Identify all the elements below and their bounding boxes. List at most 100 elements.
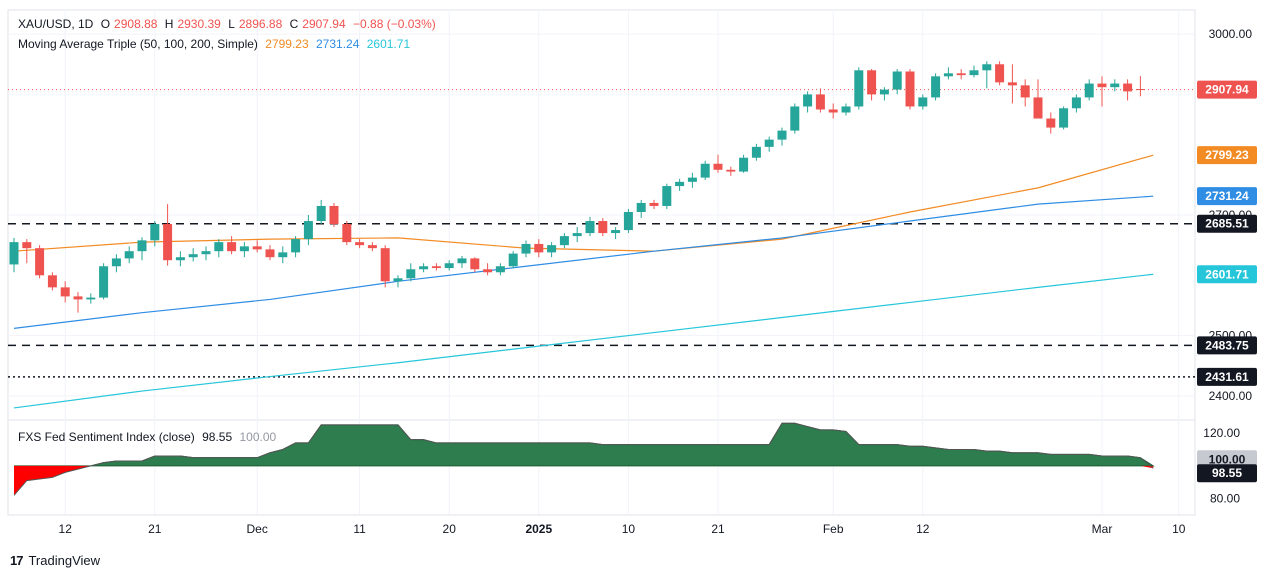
price-tag-ma50: 2799.23: [1205, 148, 1249, 162]
sentiment-area-negative: [14, 465, 1154, 496]
x-tick-label: 21: [711, 522, 725, 536]
price-tag-level1-bg: [1197, 214, 1257, 233]
indicator-tag-ref: 100.00: [1209, 452, 1246, 466]
candle-body: [35, 248, 45, 276]
candle-body: [803, 94, 813, 107]
candle-body: [854, 70, 864, 107]
indicator-tick-label: 80.00: [1210, 492, 1240, 506]
candle-body: [675, 181, 685, 187]
price-tag-last-bg: [1197, 80, 1257, 99]
sentiment-indicator: [13, 422, 1155, 496]
candle-body: [879, 89, 889, 95]
price-tag-ma200: 2601.71: [1205, 267, 1249, 281]
x-tick-label: 2025: [525, 522, 552, 536]
candle-body: [1135, 89, 1145, 91]
candle-body: [86, 297, 96, 300]
candle-body: [73, 296, 83, 300]
ma-line: [13, 195, 1154, 329]
high-value: 2930.39: [177, 17, 221, 31]
indicator-tag-last-bg: [1197, 464, 1257, 483]
price-tag-level3: 2431.61: [1205, 370, 1249, 384]
candle-body: [956, 73, 966, 76]
candle-body: [393, 278, 403, 282]
candle-body: [1084, 83, 1094, 98]
price-tag-level2-bg: [1197, 336, 1257, 355]
tradingview-footer[interactable]: 17 TradingView: [10, 553, 100, 568]
candle-body: [227, 242, 237, 252]
ohlc-values: O 2908.88 H 2930.39 L 2896.88 C 2907.94 −0.8…: [101, 17, 440, 31]
ma50-value: 2799.23: [265, 37, 309, 51]
x-tick-label: 10: [1172, 522, 1186, 536]
y-tick-label: 3000.00: [1209, 27, 1253, 41]
candle-body: [713, 163, 723, 170]
candle-body: [291, 239, 301, 253]
x-tick-label: 11: [353, 522, 366, 536]
candle-body: [329, 205, 339, 225]
ma-legend: Moving Average Triple (50, 100, 200, Sim…: [18, 37, 414, 51]
candle-body: [815, 94, 825, 110]
candle-body: [623, 211, 633, 231]
candle-body: [214, 242, 224, 252]
candle-body: [457, 258, 467, 264]
tradingview-logo-icon: 17: [10, 553, 24, 568]
candle-body: [649, 202, 659, 206]
candle-body: [495, 266, 505, 273]
price-tag-level1: 2685.51: [1205, 217, 1249, 231]
candle-body: [764, 139, 774, 147]
ohlc-legend: XAU/USD, 1D O 2908.88 H 2930.39 L 2896.88 C…: [18, 17, 444, 31]
indicator-ref: 100.00: [239, 430, 277, 444]
candle-body: [111, 258, 121, 267]
x-tick-label: 10: [622, 522, 636, 536]
price-tag-ma100-bg: [1197, 187, 1257, 206]
candle-body: [60, 287, 70, 297]
indicator-value: 98.55: [202, 430, 233, 444]
candle-body: [239, 246, 249, 252]
candle-body: [431, 266, 441, 269]
candle-body: [175, 257, 185, 261]
candle-body: [188, 254, 198, 258]
candle-body: [380, 248, 390, 282]
indicator-legend: FXS Fed Sentiment Index (close) 98.55 10…: [18, 430, 280, 444]
candle-body: [137, 240, 147, 252]
candle-body: [636, 202, 646, 212]
close-label: C: [289, 17, 299, 31]
symbol-label: XAU/USD, 1D: [18, 17, 94, 31]
candle-body: [278, 252, 288, 258]
candle-body: [1097, 83, 1107, 88]
open-value: 2908.88: [114, 17, 158, 31]
candle-body: [905, 71, 915, 107]
candle-body: [559, 236, 569, 246]
candle-body: [99, 266, 109, 298]
candle-body: [1020, 85, 1030, 98]
sentiment-line: [13, 422, 1154, 496]
candle-body: [700, 163, 710, 178]
x-tick-label: Dec: [247, 522, 268, 536]
candles: [9, 61, 1145, 313]
low-value: 2896.88: [238, 17, 283, 31]
x-tick-label: Feb: [823, 522, 844, 536]
ma-line: [13, 273, 1154, 409]
price-tag-level3-bg: [1197, 367, 1257, 386]
candle-body: [969, 70, 979, 76]
indicator-label: FXS Fed Sentiment Index (close): [18, 430, 195, 444]
levels: [8, 89, 1195, 378]
brand-label: TradingView: [28, 553, 101, 568]
candle-body: [124, 251, 134, 259]
x-tick-label: 12: [59, 522, 73, 536]
ma-label: Moving Average Triple (50, 100, 200, Sim…: [18, 37, 258, 51]
candle-body: [316, 205, 326, 222]
candle-body: [841, 106, 851, 113]
candle-body: [419, 266, 429, 270]
candle-body: [995, 64, 1005, 83]
price-tag-ma200-bg: [1197, 265, 1257, 284]
candle-body: [470, 258, 480, 270]
moving-averages: [13, 154, 1154, 409]
candle-body: [406, 269, 416, 279]
candle-body: [521, 243, 531, 254]
candle-body: [1123, 83, 1133, 92]
ma100-value: 2731.24: [316, 37, 360, 51]
candle-body: [444, 263, 454, 269]
price-tag-ma100: 2731.24: [1205, 189, 1249, 203]
candle-body: [1059, 108, 1069, 128]
